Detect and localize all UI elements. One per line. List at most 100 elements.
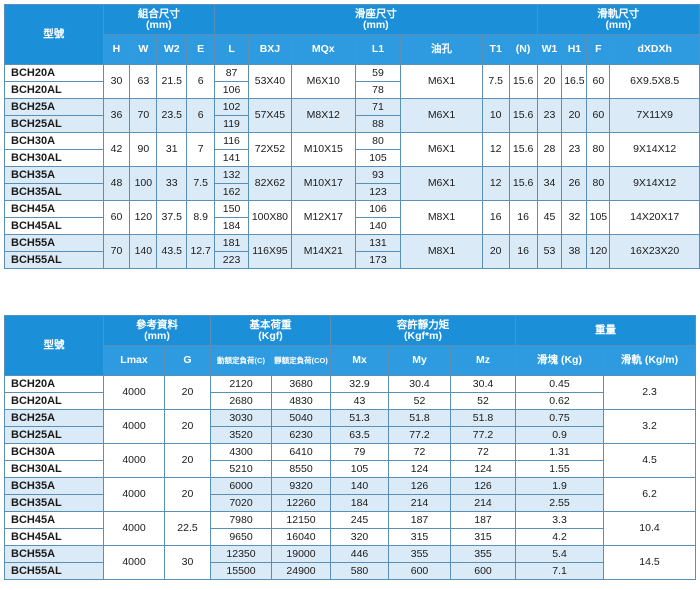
cell-oil-hole: M6X1 [400, 64, 483, 99]
model-name: BCH55AL [4, 562, 104, 580]
column-header: G [164, 345, 211, 376]
cell-mx: 245 [330, 511, 389, 529]
cell-mx: 140 [330, 477, 389, 495]
cell-l: 116 [214, 132, 249, 150]
cell-dynamic-load: 6000 [210, 477, 272, 495]
cell-e: 8.9 [186, 200, 216, 235]
cell-dynamic-load: 3030 [210, 409, 272, 427]
cell-l: 184 [214, 217, 249, 235]
cell-mz: 72 [450, 443, 516, 461]
cell-oil-hole: M8X1 [400, 200, 483, 235]
column-header: T1 [481, 34, 510, 65]
cell-l1: 123 [354, 183, 402, 201]
cell-l: 141 [214, 149, 249, 167]
cell-f: 105 [586, 200, 611, 235]
cell-my: 187 [388, 511, 451, 529]
cell-h1: 16.5 [561, 64, 588, 99]
cell-w: 140 [129, 234, 158, 269]
model-name: BCH20AL [4, 392, 104, 410]
cell-static-load: 8550 [271, 460, 331, 478]
model-name: BCH30A [4, 132, 104, 150]
cell-n: 15.6 [508, 166, 538, 201]
group-header-assembly: 組合尺寸 (mm) [102, 4, 216, 35]
cell-mx: 105 [330, 460, 389, 478]
cell-l: 102 [214, 98, 249, 116]
cell-w: 90 [129, 132, 158, 167]
cell-my: 51.8 [388, 409, 451, 427]
group-header-block: 滑座尺寸 (mm) [214, 4, 538, 35]
cell-f: 60 [586, 98, 611, 133]
cell-h1: 23 [561, 132, 588, 167]
model-name: BCH45A [4, 511, 104, 529]
cell-lmax: 4000 [103, 443, 165, 478]
cell-l1: 78 [354, 81, 402, 99]
cell-w1: 53 [536, 234, 563, 269]
cell-n: 15.6 [508, 132, 538, 167]
cell-rail-weight: 4.5 [603, 443, 696, 478]
cell-h: 70 [102, 234, 131, 269]
cell-mx: 43 [330, 392, 389, 410]
cell-dynamic-load: 9650 [210, 528, 272, 546]
cell-g: 20 [164, 409, 211, 444]
cell-w1: 34 [536, 166, 563, 201]
cell-static-load: 6410 [271, 443, 331, 461]
cell-bxj: 82X62 [247, 166, 292, 201]
cell-w1: 20 [536, 64, 563, 99]
cell-t1: 20 [481, 234, 510, 269]
cell-mqx: M10X17 [290, 166, 356, 201]
cell-bxj: 53X40 [247, 64, 292, 99]
cell-t1: 7.5 [481, 64, 510, 99]
column-header: H1 [561, 34, 588, 65]
model-name: BCH35AL [4, 494, 104, 512]
cell-static-load: 19000 [271, 545, 331, 563]
cell-l1: 105 [354, 149, 402, 167]
cell-block-weight: 4.2 [515, 528, 604, 546]
cell-my: 52 [388, 392, 451, 410]
cell-dynamic-load: 2120 [210, 375, 272, 393]
column-header: dXDXh [609, 34, 700, 65]
column-header: Mx [330, 345, 389, 376]
cell-l: 181 [214, 234, 249, 252]
cell-h: 48 [102, 166, 131, 201]
cell-mz: 315 [450, 528, 516, 546]
cell-bxj: 116X95 [247, 234, 292, 269]
cell-t1: 16 [481, 200, 510, 235]
cell-dxdxh: 16X23X20 [609, 234, 700, 269]
cell-mz: 187 [450, 511, 516, 529]
cell-mz: 52 [450, 392, 516, 410]
cell-w: 63 [129, 64, 158, 99]
cell-lmax: 4000 [103, 511, 165, 546]
cell-static-load: 5040 [271, 409, 331, 427]
cell-static-load: 3680 [271, 375, 331, 393]
model-header: 型號 [4, 4, 104, 65]
column-header: 滑塊 (Kg) [515, 345, 604, 376]
cell-w: 120 [129, 200, 158, 235]
cell-h1: 26 [561, 166, 588, 201]
cell-mx: 320 [330, 528, 389, 546]
cell-e: 6 [186, 64, 216, 99]
cell-lmax: 4000 [103, 375, 165, 410]
cell-mqx: M6X10 [290, 64, 356, 99]
cell-mx: 580 [330, 562, 389, 580]
cell-w2: 37.5 [156, 200, 188, 235]
cell-h: 36 [102, 98, 131, 133]
cell-dxdxh: 9X14X12 [609, 132, 700, 167]
cell-mx: 184 [330, 494, 389, 512]
cell-mz: 30.4 [450, 375, 516, 393]
column-header: E [186, 34, 216, 65]
cell-e: 12.7 [186, 234, 216, 269]
cell-mx: 51.3 [330, 409, 389, 427]
cell-dynamic-load: 7980 [210, 511, 272, 529]
column-header: H [102, 34, 131, 65]
group-header-basic-load: 基本荷重 (Kgf) [210, 315, 331, 346]
cell-g: 20 [164, 375, 211, 410]
cell-dxdxh: 6X9.5X8.5 [609, 64, 700, 99]
cell-h1: 20 [561, 98, 588, 133]
model-name: BCH30AL [4, 149, 104, 167]
cell-l: 162 [214, 183, 249, 201]
cell-static-load: 9320 [271, 477, 331, 495]
cell-w1: 28 [536, 132, 563, 167]
cell-mz: 355 [450, 545, 516, 563]
column-header: BXJ [247, 34, 292, 65]
cell-e: 6 [186, 98, 216, 133]
